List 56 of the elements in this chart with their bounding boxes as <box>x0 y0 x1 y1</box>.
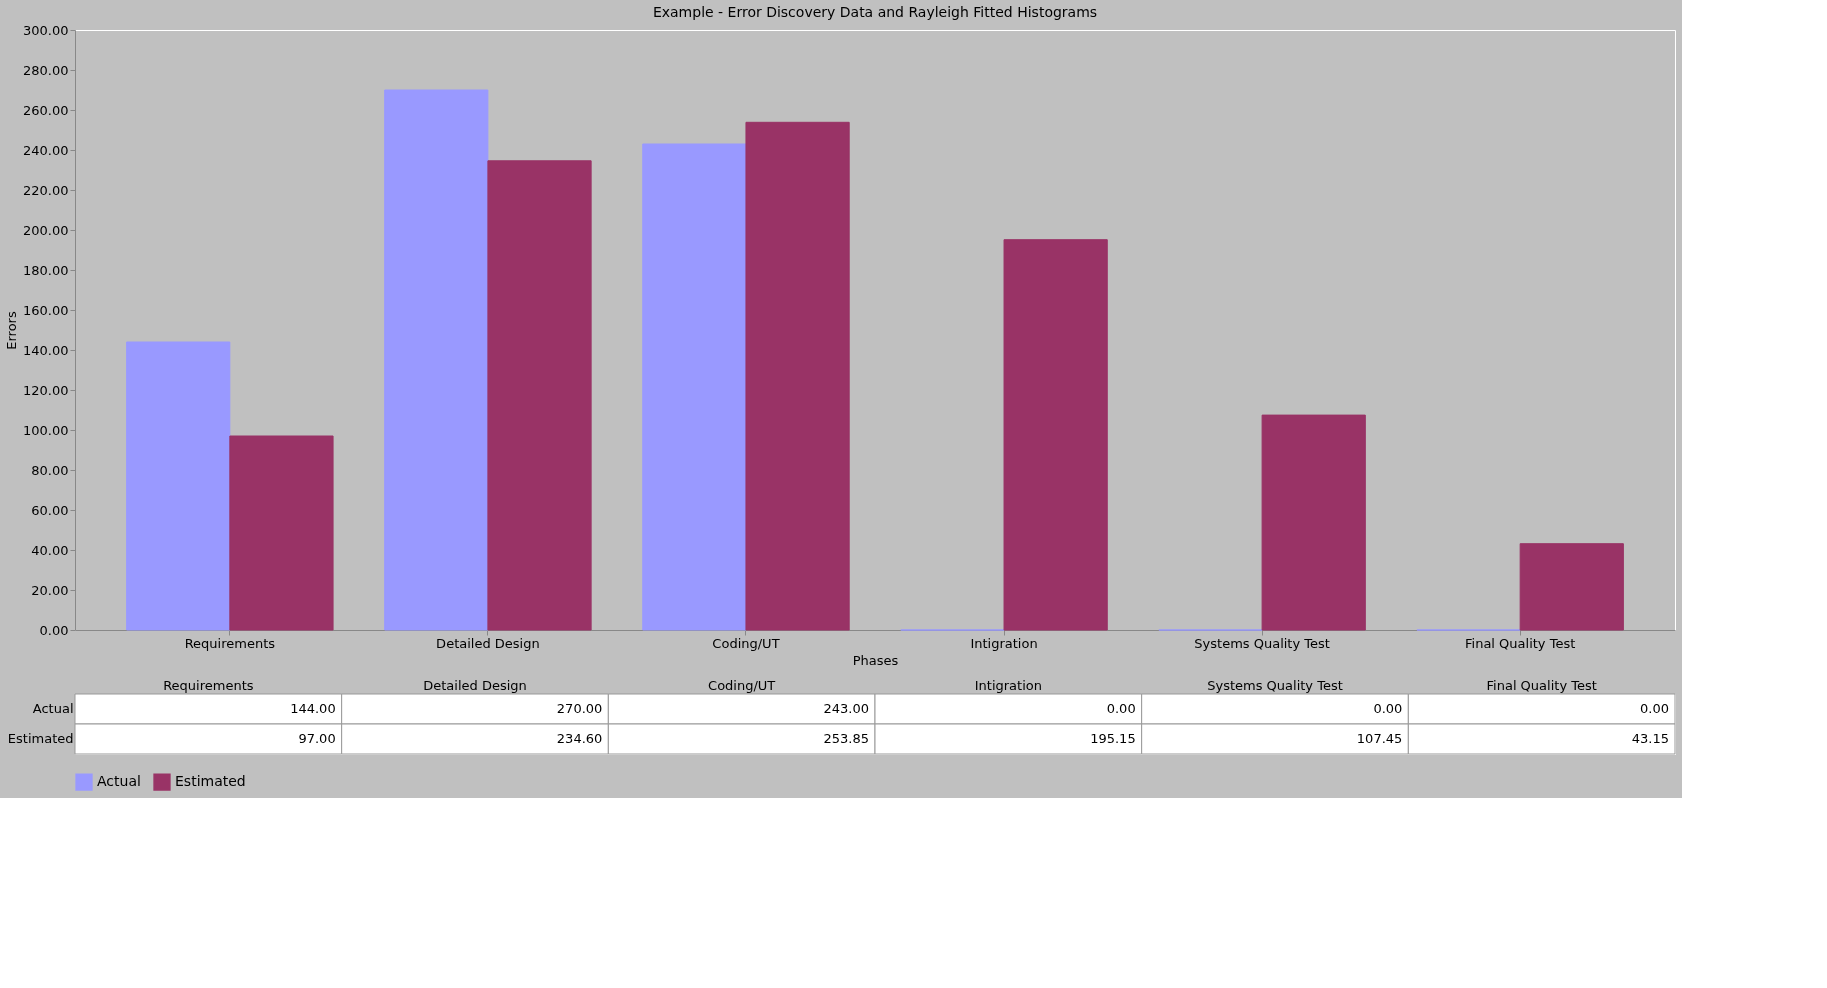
y-tick-label: 60.00 <box>31 502 69 518</box>
y-tick-label: 240.00 <box>23 142 69 158</box>
data-label: 0.00 <box>1373 701 1403 716</box>
legend-label: Actual <box>97 773 141 790</box>
data-label: 234.60 <box>556 731 603 746</box>
bar <box>1519 543 1624 631</box>
x-tick-label: Intigration <box>974 677 1042 693</box>
chart-title: Example - Error Discovery Data and Rayleigh Fitted Histograms <box>652 4 1098 20</box>
y-tick-label: 120.00 <box>23 382 69 398</box>
data-label: 97.00 <box>298 731 336 746</box>
category-label: Systems Quality Test <box>1194 635 1330 651</box>
y-tick-label: 80.00 <box>31 462 69 478</box>
y-tick-label: 140.00 <box>23 342 69 358</box>
y-tick-label: 0.00 <box>39 622 69 638</box>
category-label: Final Quality Test <box>1465 635 1576 651</box>
y-axis-title: Errors <box>4 311 20 350</box>
y-tick-label: 260.00 <box>23 102 69 118</box>
category-label: Coding/UT <box>712 635 780 651</box>
bar <box>642 143 747 631</box>
x-tick-label: Coding/UT <box>708 677 776 693</box>
y-tick-label: 160.00 <box>23 302 69 318</box>
y-tick-label: 40.00 <box>31 542 69 558</box>
legend-label: Estimated <box>175 773 246 790</box>
x-tick-label: Detailed Design <box>423 677 527 693</box>
data-label: 253.85 <box>823 731 869 746</box>
x-axis-title: Phases <box>852 652 899 668</box>
data-label: 243.00 <box>823 701 869 716</box>
data-label: 270.00 <box>556 701 603 716</box>
y-tick-label: 280.00 <box>23 62 69 78</box>
category-label: Intigration <box>970 635 1038 651</box>
y-tick-label: 20.00 <box>31 582 69 598</box>
text: Estimated <box>7 731 74 746</box>
data-label: 0.00 <box>1106 701 1136 716</box>
y-tick-label: 200.00 <box>23 222 69 238</box>
bar <box>229 435 334 631</box>
data-label: 144.00 <box>290 701 336 716</box>
x-tick-label: Final Quality Test <box>1486 677 1597 693</box>
data-label: 107.45 <box>1356 731 1403 746</box>
bar <box>745 121 850 631</box>
category-label: Detailed Design <box>436 635 540 651</box>
bar <box>1003 239 1108 631</box>
bar <box>1261 414 1366 631</box>
bar <box>126 341 231 631</box>
category-label: Requirements <box>184 635 276 651</box>
data-label: 43.15 <box>1631 731 1669 746</box>
data-label: 195.15 <box>1090 731 1136 746</box>
y-tick-label: 220.00 <box>23 182 69 198</box>
bar <box>384 89 489 631</box>
data-label: 0.00 <box>1640 701 1669 716</box>
x-tick-label: Requirements <box>163 677 254 693</box>
text: Actual <box>32 701 74 716</box>
y-tick-label: 180.00 <box>23 262 69 278</box>
bar <box>487 160 592 631</box>
x-tick-label: Systems Quality Test <box>1207 677 1343 693</box>
y-tick-label: 100.00 <box>23 422 69 438</box>
y-tick-label: 300.00 <box>23 22 69 38</box>
